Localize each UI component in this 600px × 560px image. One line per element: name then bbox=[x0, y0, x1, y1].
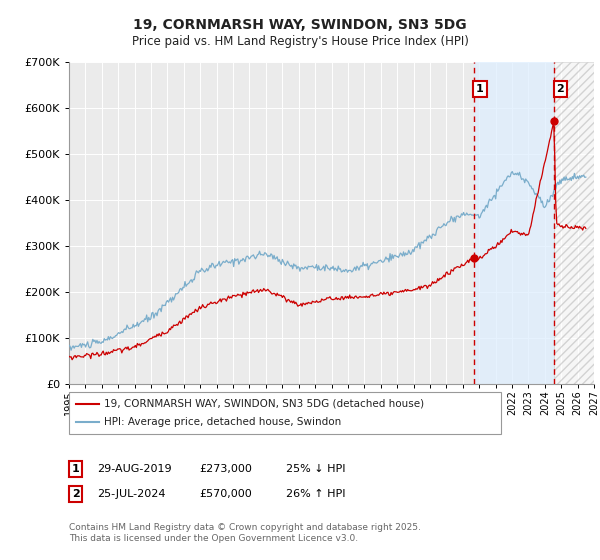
Text: 2: 2 bbox=[556, 84, 564, 94]
Text: 29-AUG-2019: 29-AUG-2019 bbox=[97, 464, 172, 474]
Text: 25-JUL-2024: 25-JUL-2024 bbox=[97, 489, 166, 499]
Text: Price paid vs. HM Land Registry's House Price Index (HPI): Price paid vs. HM Land Registry's House … bbox=[131, 35, 469, 49]
Text: 19, CORNMARSH WAY, SWINDON, SN3 5DG: 19, CORNMARSH WAY, SWINDON, SN3 5DG bbox=[133, 18, 467, 32]
Text: 26% ↑ HPI: 26% ↑ HPI bbox=[286, 489, 346, 499]
Bar bbox=[554, 62, 594, 384]
Text: 1: 1 bbox=[476, 84, 484, 94]
Text: £570,000: £570,000 bbox=[199, 489, 252, 499]
Text: HPI: Average price, detached house, Swindon: HPI: Average price, detached house, Swin… bbox=[104, 417, 341, 427]
Text: 19, CORNMARSH WAY, SWINDON, SN3 5DG (detached house): 19, CORNMARSH WAY, SWINDON, SN3 5DG (det… bbox=[104, 399, 424, 409]
Text: 2: 2 bbox=[72, 489, 79, 499]
Text: Contains HM Land Registry data © Crown copyright and database right 2025.
This d: Contains HM Land Registry data © Crown c… bbox=[69, 524, 421, 543]
Text: 1: 1 bbox=[72, 464, 79, 474]
Text: £273,000: £273,000 bbox=[199, 464, 252, 474]
Bar bbox=[473, 62, 554, 384]
Text: 25% ↓ HPI: 25% ↓ HPI bbox=[286, 464, 346, 474]
